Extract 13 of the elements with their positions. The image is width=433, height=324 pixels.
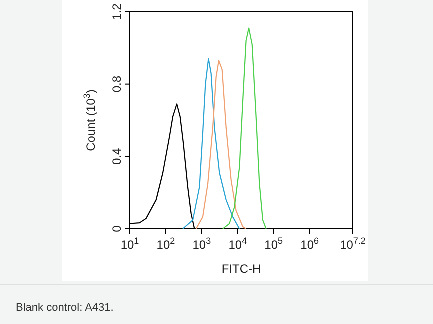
y-tick-label: 0.4 (110, 148, 124, 166)
y-tick-label: 0.8 (110, 76, 124, 93)
x-tick-label: 10$^{6}$ (300, 236, 320, 252)
y-tick-label: 0 (110, 225, 124, 232)
y-tick-label: 1.2 (110, 3, 124, 20)
x-tick-label: 10$^{4}$ (228, 236, 248, 252)
x-tick-label: 10$^{5}$ (264, 236, 284, 252)
x-axis-title: FITC-H (222, 262, 262, 276)
x-tick-label: 10$^{2}$ (156, 236, 176, 252)
x-tick-label: 10$^{7.2}$ (340, 236, 366, 252)
text: Blank control: A431. (16, 302, 114, 314)
x-tick-label: 10$^{3}$ (192, 236, 212, 252)
x-tick-label: 10$^{1}$ (120, 236, 140, 252)
